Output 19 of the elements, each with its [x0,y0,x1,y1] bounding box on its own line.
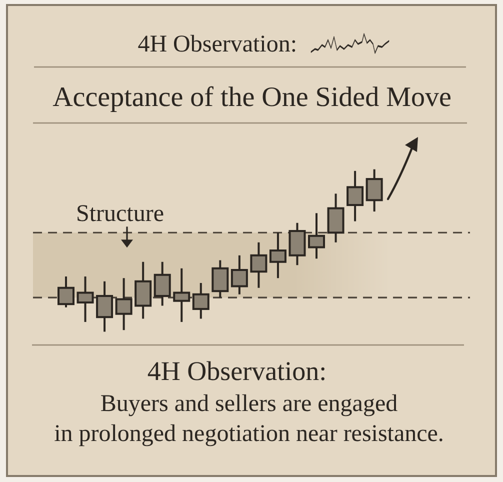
candlestick [76,275,94,323]
candlestick [58,275,74,308]
ref-line-label: Structure [76,201,164,228]
text: 4H Observation: [147,356,327,386]
candlestick [250,241,268,289]
candlestick [230,254,248,296]
candlestick [115,277,132,332]
candlestick [308,212,326,260]
candlestick [212,259,229,299]
candlestick [173,267,190,323]
candlestick [269,232,286,280]
candlestick [346,170,364,222]
candlestick [96,280,114,333]
chart-subtitle: 4H Observation: [138,32,297,58]
candlestick [154,260,171,307]
chart-title: Acceptance of the One Sided Move [52,82,452,113]
text: Buyers and sellers are engaged in prolonged negotiation near resistance. [54,391,444,447]
candlestick [192,282,210,320]
candlestick [366,168,383,213]
